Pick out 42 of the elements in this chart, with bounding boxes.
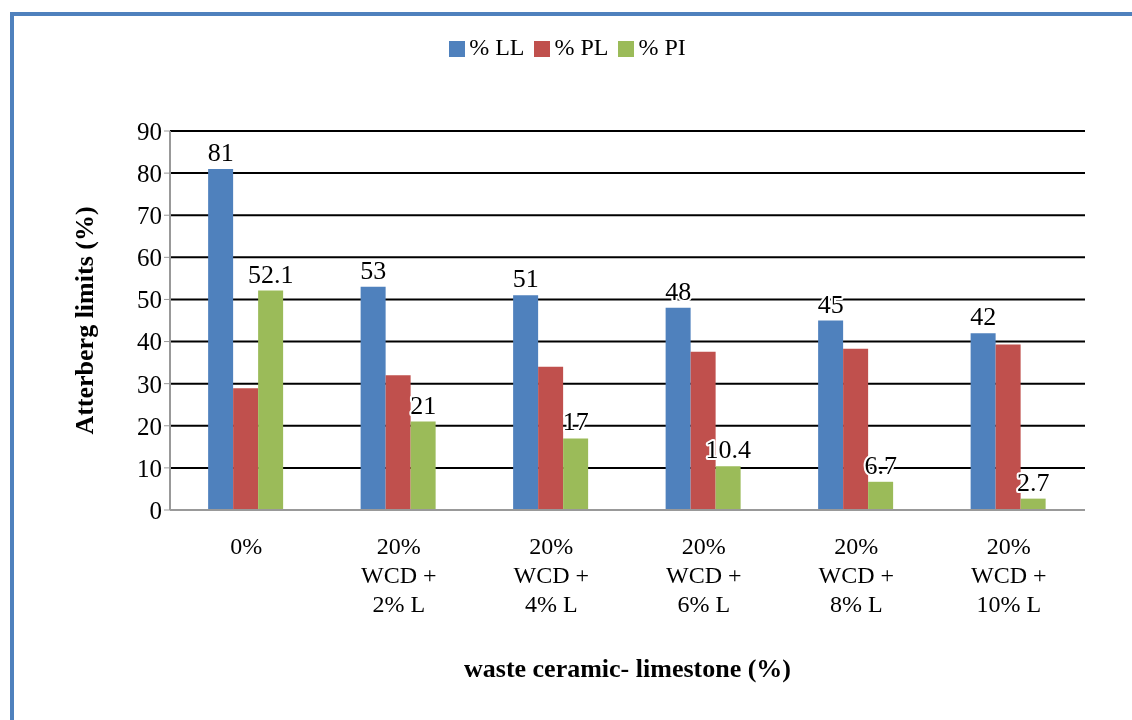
- bar: [538, 366, 564, 510]
- y-axis-title: Atterberg limits (%): [70, 206, 100, 435]
- legend-label: % PI: [638, 34, 686, 60]
- bar: [665, 307, 691, 510]
- x-tick-label: 0%: [230, 533, 263, 559]
- bar: [563, 438, 589, 510]
- x-tick-label: 20% WCD + 10% L: [970, 533, 1047, 617]
- y-tick-label: 90: [137, 117, 162, 145]
- x-tick-label: 20% WCD + 4% L: [513, 533, 590, 617]
- legend-label: % PL: [554, 34, 609, 60]
- data-label: 48: [665, 276, 692, 306]
- data-label: 51: [512, 264, 539, 294]
- y-tick-label: 0: [149, 496, 162, 524]
- x-tick-label: 20% WCD + 2% L: [360, 533, 437, 617]
- data-label: 21: [410, 390, 437, 420]
- bar: [258, 290, 284, 510]
- data-label: 53: [360, 255, 387, 285]
- y-tick-label: 30: [137, 370, 162, 398]
- y-tick-label: 60: [137, 244, 162, 272]
- data-label: 81: [207, 137, 234, 167]
- data-label: 42: [970, 302, 997, 332]
- bar: [818, 320, 844, 510]
- bar: [868, 481, 894, 510]
- bar: [970, 333, 996, 510]
- legend-label: % LL: [469, 34, 525, 60]
- x-tick-label: 20% WCD + 8% L: [818, 533, 895, 617]
- bar: [233, 388, 259, 510]
- bar: [208, 168, 234, 510]
- bar: [385, 375, 411, 510]
- y-tick-label: 10: [137, 454, 162, 482]
- y-tick-label: 80: [137, 159, 162, 187]
- y-tick-label: 70: [137, 202, 162, 230]
- y-tick-label: 50: [137, 286, 162, 314]
- x-tick-label: 20% WCD + 6% L: [665, 533, 742, 617]
- data-label: 52.1: [247, 259, 294, 289]
- bar: [513, 295, 539, 510]
- y-tick-label: 20: [137, 412, 162, 440]
- bar: [410, 421, 436, 510]
- bar: [360, 286, 386, 510]
- bar: [715, 466, 741, 510]
- y-tick-label: 40: [137, 328, 162, 356]
- x-axis-title: waste ceramic- limestone (%): [463, 654, 792, 683]
